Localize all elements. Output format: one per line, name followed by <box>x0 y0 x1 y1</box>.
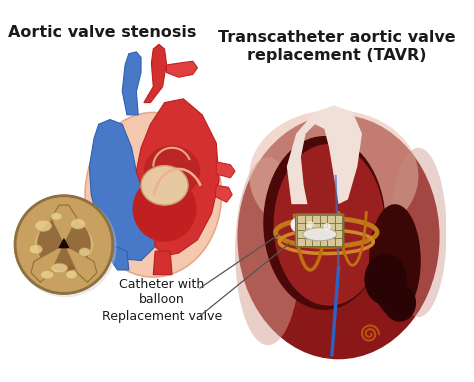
Ellipse shape <box>51 264 68 273</box>
Polygon shape <box>51 205 77 244</box>
Ellipse shape <box>237 115 439 359</box>
Circle shape <box>15 196 117 297</box>
Ellipse shape <box>235 157 301 345</box>
Ellipse shape <box>51 213 62 220</box>
Circle shape <box>293 220 303 230</box>
Polygon shape <box>31 244 64 282</box>
Text: Replacement valve: Replacement valve <box>101 311 222 324</box>
Polygon shape <box>216 162 235 178</box>
Ellipse shape <box>273 144 384 306</box>
Text: Catheter with
balloon: Catheter with balloon <box>119 277 204 306</box>
Ellipse shape <box>35 220 52 231</box>
Circle shape <box>307 221 314 228</box>
Polygon shape <box>59 239 69 248</box>
Polygon shape <box>110 246 129 270</box>
Ellipse shape <box>155 251 170 270</box>
Ellipse shape <box>71 219 86 229</box>
Text: Transcatheter aortic valve
replacement (TAVR): Transcatheter aortic valve replacement (… <box>218 30 456 63</box>
Polygon shape <box>137 99 219 256</box>
Ellipse shape <box>79 248 90 256</box>
Ellipse shape <box>35 223 93 267</box>
Ellipse shape <box>40 270 54 279</box>
Polygon shape <box>64 244 97 282</box>
Text: Aortic valve stenosis: Aortic valve stenosis <box>8 24 196 40</box>
Ellipse shape <box>29 244 42 254</box>
Ellipse shape <box>133 176 197 242</box>
Ellipse shape <box>66 270 77 279</box>
Polygon shape <box>89 120 157 261</box>
Circle shape <box>323 223 331 230</box>
Ellipse shape <box>369 204 421 317</box>
Ellipse shape <box>390 148 447 317</box>
Circle shape <box>37 218 91 272</box>
Polygon shape <box>287 105 362 204</box>
Ellipse shape <box>303 228 337 241</box>
Polygon shape <box>166 61 198 77</box>
Ellipse shape <box>144 146 201 197</box>
Ellipse shape <box>141 166 188 205</box>
Circle shape <box>15 196 113 293</box>
Polygon shape <box>58 238 70 248</box>
Ellipse shape <box>263 136 385 310</box>
Polygon shape <box>215 185 232 202</box>
Ellipse shape <box>249 110 419 242</box>
Circle shape <box>291 217 306 232</box>
Polygon shape <box>122 52 141 115</box>
Polygon shape <box>144 44 166 103</box>
Ellipse shape <box>365 254 407 305</box>
FancyBboxPatch shape <box>296 214 344 247</box>
Ellipse shape <box>85 112 221 277</box>
Ellipse shape <box>383 284 416 322</box>
Polygon shape <box>153 251 172 275</box>
